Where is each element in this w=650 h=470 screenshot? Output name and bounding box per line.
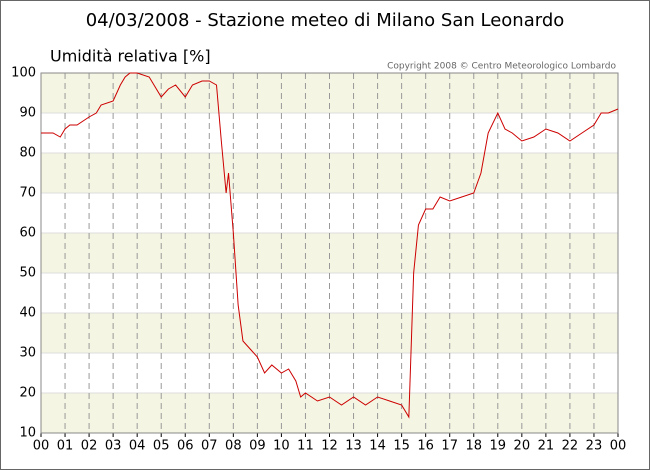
x-tick-label: 01 [57, 439, 74, 454]
x-tick-label: 13 [345, 439, 362, 454]
x-tick-label: 02 [81, 439, 98, 454]
x-tick-label: 07 [201, 439, 218, 454]
x-tick-label: 06 [177, 439, 194, 454]
chart-title: 04/03/2008 - Stazione meteo di Milano Sa… [86, 10, 565, 31]
x-tick-label: 00 [33, 439, 50, 454]
x-tick-label: 17 [441, 439, 458, 454]
y-tick-label: 100 [11, 66, 36, 81]
x-tick-label: 09 [249, 439, 266, 454]
x-tick-label: 12 [321, 439, 338, 454]
y-tick-label: 80 [19, 146, 36, 161]
x-tick-label: 10 [273, 439, 290, 454]
y-tick-label: 20 [19, 386, 36, 401]
x-tick-label: 08 [225, 439, 242, 454]
y-tick-label: 70 [19, 186, 36, 201]
y-tick-label: 90 [19, 106, 36, 121]
y-tick-label: 10 [19, 426, 36, 441]
x-tick-label: 20 [514, 439, 531, 454]
x-tick-label: 22 [562, 439, 579, 454]
y-tick-label: 50 [19, 266, 36, 281]
x-tick-label: 19 [490, 439, 507, 454]
data-line [41, 72, 619, 419]
plot-border [40, 72, 619, 434]
x-tick-label: 23 [586, 439, 603, 454]
x-tick-label: 21 [538, 439, 555, 454]
x-tick-label: 05 [153, 439, 170, 454]
x-tick-label: 14 [369, 439, 386, 454]
x-tick-label: 03 [105, 439, 122, 454]
x-tick-label: 16 [417, 439, 434, 454]
y-axis-label: Umidità relativa [%] [50, 47, 211, 66]
x-tick-label: 00 [610, 439, 627, 454]
copyright: Copyright 2008 © Centro Meteorologico Lo… [387, 62, 616, 72]
x-tick-label: 18 [465, 439, 482, 454]
x-tick-label: 04 [129, 439, 146, 454]
y-tick-label: 40 [19, 306, 36, 321]
y-tick-label: 60 [19, 226, 36, 241]
x-tick-label: 15 [393, 439, 410, 454]
y-tick-label: 30 [19, 346, 36, 361]
x-tick-label: 11 [297, 439, 314, 454]
